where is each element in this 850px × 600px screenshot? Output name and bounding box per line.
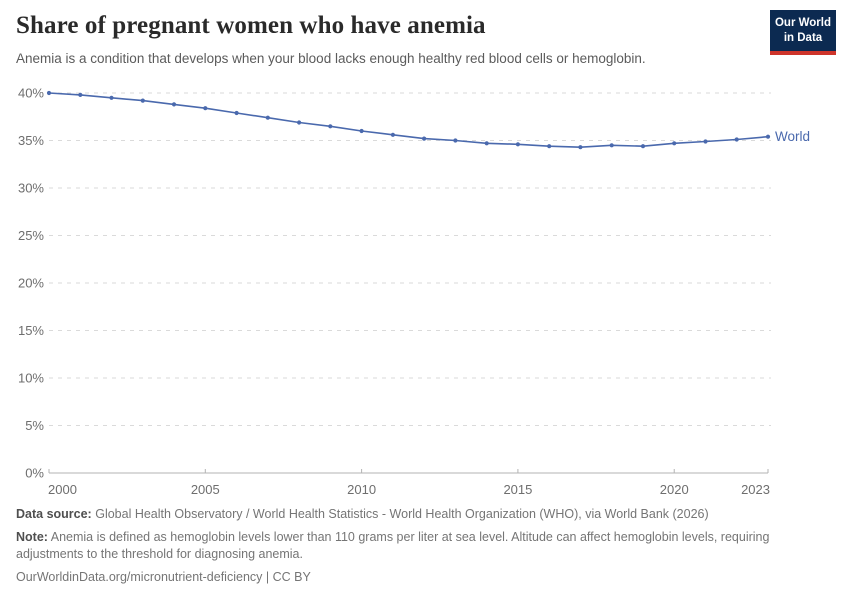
citation-line: OurWorldinData.org/micronutrient-deficie… bbox=[16, 569, 816, 585]
data-point[interactable] bbox=[672, 141, 677, 146]
data-point[interactable] bbox=[140, 98, 145, 103]
data-point[interactable] bbox=[515, 142, 521, 147]
y-tick-label: 25% bbox=[18, 228, 44, 243]
data-point[interactable] bbox=[234, 110, 239, 116]
series-label-world[interactable]: World bbox=[775, 129, 810, 144]
chart-area[interactable]: 0% 5% 10% 15% 20% 25% 30% 35% 40% 2000 2005 2010 201… bbox=[0, 80, 850, 505]
x-tick-label: 2020 bbox=[660, 482, 689, 497]
y-tick-label: 10% bbox=[18, 371, 44, 386]
data-point[interactable] bbox=[297, 120, 302, 125]
data-point[interactable] bbox=[765, 134, 771, 139]
y-tick-label: 15% bbox=[18, 323, 44, 338]
x-tick-label: 2023 bbox=[741, 482, 770, 497]
data-point[interactable] bbox=[453, 138, 458, 143]
owid-logo-line2: in Data bbox=[783, 31, 823, 44]
note-text: Anemia is defined as hemoglobin levels l… bbox=[16, 530, 770, 561]
owid-logo[interactable]: Our World in Data bbox=[770, 10, 836, 55]
x-tick-label: 2010 bbox=[347, 482, 376, 497]
note-line: Note: Anemia is defined as hemoglobin le… bbox=[16, 529, 816, 562]
data-point[interactable] bbox=[78, 92, 83, 97]
citation-text: OurWorldinData.org/micronutrient-deficie… bbox=[16, 569, 311, 584]
data-point[interactable] bbox=[359, 128, 364, 134]
data-point[interactable] bbox=[578, 145, 583, 150]
y-tick-label: 40% bbox=[18, 86, 44, 101]
data-point[interactable] bbox=[203, 106, 208, 111]
data-point[interactable] bbox=[547, 144, 552, 149]
data-source-line: Data source: Global Health Observatory /… bbox=[16, 506, 816, 522]
y-tick-label: 0% bbox=[25, 466, 44, 481]
x-tick-label: 2005 bbox=[191, 482, 220, 497]
data-point[interactable] bbox=[265, 115, 270, 120]
y-tick-label: 5% bbox=[25, 418, 44, 433]
y-tick-label: 35% bbox=[18, 133, 44, 148]
chart-footer: Data source: Global Health Observatory /… bbox=[16, 506, 816, 592]
data-point[interactable] bbox=[422, 136, 427, 141]
data-point[interactable] bbox=[640, 144, 646, 149]
y-tick-label: 30% bbox=[18, 181, 44, 196]
data-source-text: Global Health Observatory / World Health… bbox=[95, 507, 709, 521]
data-point[interactable] bbox=[171, 102, 177, 107]
data-point[interactable] bbox=[328, 124, 333, 129]
data-point[interactable] bbox=[109, 95, 114, 100]
data-point[interactable] bbox=[484, 141, 489, 146]
chart-subtitle: Anemia is a condition that develops when… bbox=[16, 51, 646, 66]
data-point[interactable] bbox=[609, 143, 614, 148]
chart-title: Share of pregnant women who have anemia bbox=[16, 12, 486, 39]
x-tick-label: 2015 bbox=[503, 482, 532, 497]
series-line-world[interactable] bbox=[48, 92, 769, 148]
x-tick-label: 2000 bbox=[48, 482, 77, 497]
data-point[interactable] bbox=[734, 137, 739, 142]
data-point[interactable] bbox=[46, 90, 52, 96]
y-tick-label: 20% bbox=[18, 276, 44, 291]
data-source-label: Data source: bbox=[16, 507, 92, 521]
owid-logo-line1: Our World bbox=[774, 17, 831, 29]
note-label: Note: bbox=[16, 530, 48, 545]
line-chart[interactable]: 0% 5% 10% 15% 20% 25% 30% 35% 40% 2000 2005 2010 201… bbox=[0, 80, 850, 505]
data-point[interactable] bbox=[703, 139, 708, 144]
data-point[interactable] bbox=[390, 132, 395, 137]
